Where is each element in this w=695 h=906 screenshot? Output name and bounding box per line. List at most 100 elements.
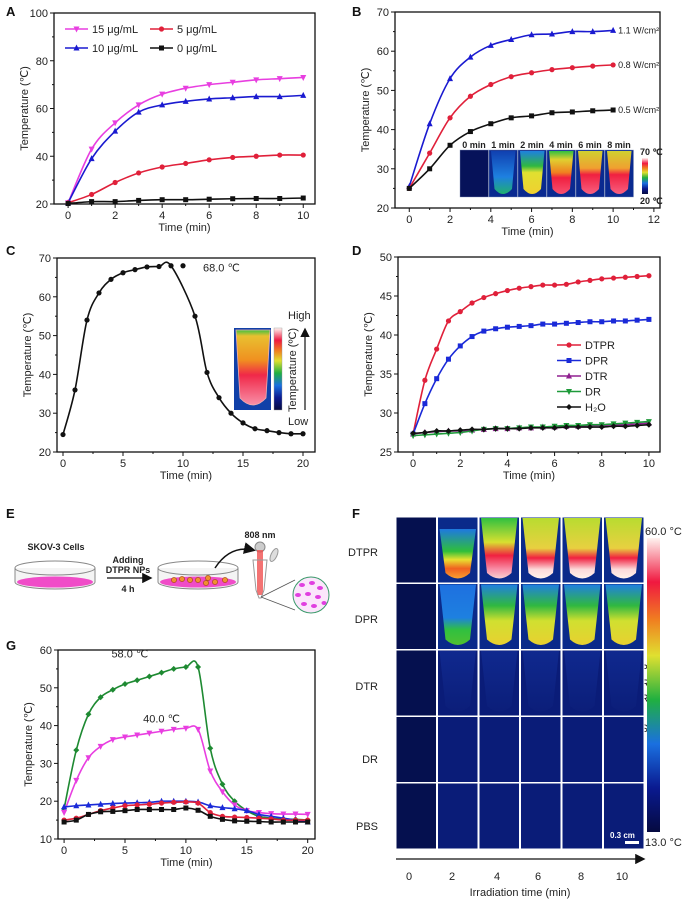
data-point <box>136 197 142 203</box>
thermal-frame <box>459 149 489 198</box>
data-point <box>467 129 473 135</box>
y-tick-label: 80 <box>36 56 48 68</box>
inset-frame-label: 2 min <box>520 140 544 150</box>
data-point <box>97 694 104 701</box>
series-0-g-ml <box>65 195 306 207</box>
thermal-tube <box>522 651 559 712</box>
time-tick: 2 <box>449 871 455 883</box>
y-tick-label: 50 <box>377 85 389 97</box>
data-point <box>61 803 68 810</box>
data-point <box>230 154 236 161</box>
data-point <box>529 113 535 119</box>
data-point <box>487 41 494 48</box>
data-point <box>243 807 250 814</box>
data-point <box>182 725 189 732</box>
time-tick: 0 <box>406 871 412 883</box>
legend-label: 5 μg/mL <box>177 24 217 36</box>
data-point <box>84 317 90 323</box>
inset-high-label: High <box>288 310 311 322</box>
data-point <box>134 802 140 808</box>
x-tick-label: 5 <box>122 845 128 857</box>
legend-label: 0 μg/mL <box>177 43 217 55</box>
y-tick-label: 30 <box>40 758 52 770</box>
data-point <box>85 811 91 817</box>
data-point <box>634 273 640 280</box>
x-tick-label: 8 <box>599 458 605 470</box>
data-point <box>195 726 202 733</box>
data-point <box>73 802 80 809</box>
thermal-image-grid <box>395 516 645 850</box>
x-tick-label: 8 <box>253 210 259 222</box>
legend-label: DTPR <box>585 340 615 352</box>
y-tick-label: 50 <box>40 683 52 695</box>
data-point <box>300 74 307 81</box>
data-point <box>72 387 78 393</box>
zoom-line <box>260 579 296 598</box>
legend: 15 μg/mL 10 μg/mL 5 μg/mL 0 μg/mL <box>65 24 217 55</box>
series-10-g-ml <box>65 91 307 206</box>
data-point <box>610 423 617 430</box>
data-point <box>206 95 213 102</box>
y-tick-label: 20 <box>39 447 51 459</box>
data-point <box>467 93 474 99</box>
data-point <box>134 732 141 739</box>
data-point <box>492 425 499 432</box>
data-point <box>85 755 92 762</box>
data-point <box>549 67 555 73</box>
x-tick-label: 15 <box>237 458 249 470</box>
thermal-cell <box>437 716 479 783</box>
data-point <box>300 431 306 437</box>
y-tick-label: 40 <box>377 125 389 137</box>
data-point <box>447 142 453 148</box>
data-point <box>645 421 652 428</box>
data-point <box>112 120 119 127</box>
thermal-tube <box>564 518 601 579</box>
data-point <box>516 425 523 432</box>
data-point <box>109 799 116 806</box>
thermal-cell <box>478 782 520 850</box>
data-point <box>622 274 628 280</box>
data-point <box>276 430 282 436</box>
data-point <box>183 805 189 811</box>
data-point <box>410 430 417 437</box>
x-tick-label: 10 <box>180 845 192 857</box>
x-axis-label: Irradiation time (min) <box>470 887 571 899</box>
data-point <box>528 70 535 76</box>
data-point <box>493 291 499 297</box>
chart-c: 0 5 10 15 20 20 30 40 50 60 70 Time (min) Temperatur… <box>22 253 316 482</box>
thermal-cell <box>520 782 562 850</box>
inset-low-label: Low <box>288 416 308 428</box>
data-point <box>98 809 104 815</box>
data-point <box>207 745 214 752</box>
thermal-tube <box>439 529 476 579</box>
series-data <box>60 261 306 438</box>
data-point <box>277 152 283 158</box>
data-point <box>158 728 165 735</box>
panel-label-d: D <box>352 243 361 258</box>
data-point <box>85 801 92 808</box>
row-label: DPR <box>355 614 378 626</box>
y-tick-label: 35 <box>380 369 392 381</box>
legend-marker <box>566 389 572 395</box>
x-axis-label: Time (min) <box>503 470 555 482</box>
data-point <box>206 157 212 163</box>
data-point <box>88 155 95 162</box>
data-point <box>229 94 236 101</box>
thermal-tube <box>605 584 642 645</box>
x-tick-label: 0 <box>406 214 412 226</box>
data-point <box>516 323 522 329</box>
thermal-tube <box>605 651 642 712</box>
x-tick-label: 4 <box>504 458 510 470</box>
series-line <box>412 318 649 435</box>
data-point <box>61 819 67 825</box>
legend-label: H₂O <box>585 402 606 414</box>
annotation: 68.0 ℃ <box>203 263 240 275</box>
step-label-2: DTPR NPs <box>106 565 151 575</box>
data-point <box>575 424 582 431</box>
inset-tube <box>235 329 271 406</box>
data-point <box>447 115 453 121</box>
inset-colorbar-max: 70 ℃ <box>640 147 663 157</box>
y-tick-label: 25 <box>380 447 392 459</box>
data-point <box>508 74 514 80</box>
